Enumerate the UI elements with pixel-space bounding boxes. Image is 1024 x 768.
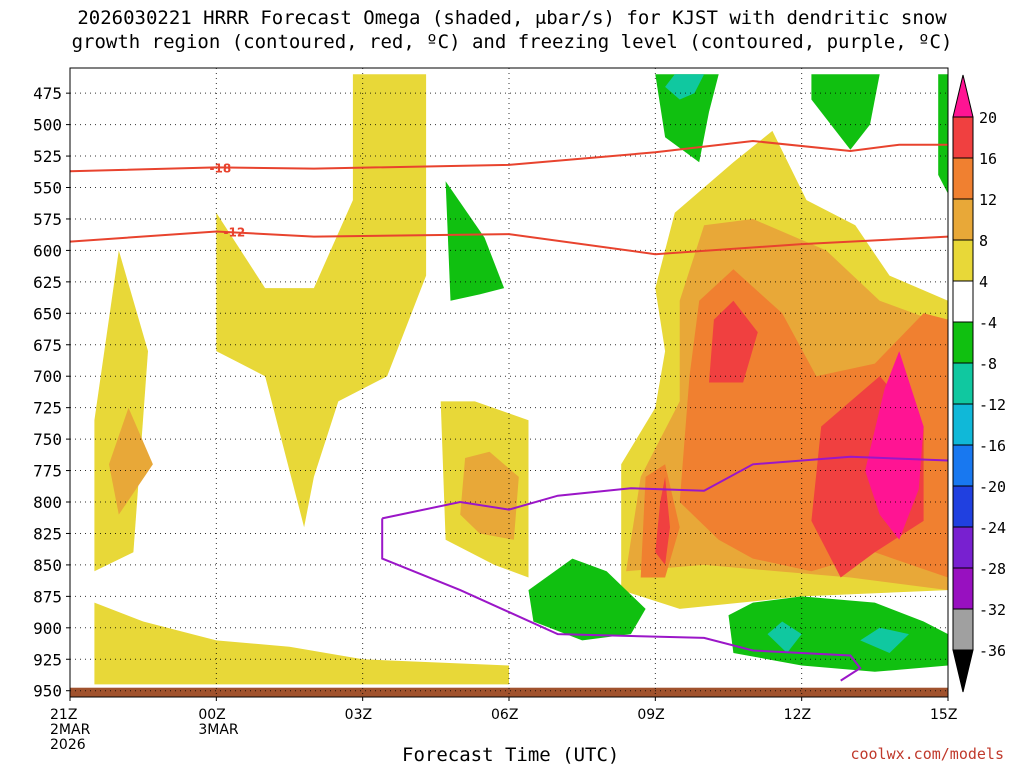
y-tick-label: 850 — [33, 556, 62, 575]
region-ascent-low — [94, 602, 510, 685]
colorbar-label: -24 — [979, 519, 1006, 537]
colorbar-label: 8 — [979, 232, 988, 250]
y-tick-label: 925 — [33, 650, 62, 669]
region-ascent-intense-1 — [709, 300, 758, 383]
y-tick-label: 900 — [33, 619, 62, 638]
contour-label--18: -18 — [209, 161, 231, 175]
colorbar-label: -32 — [979, 601, 1006, 619]
y-tick-label: 625 — [33, 273, 62, 292]
y-tick-label: 825 — [33, 524, 62, 543]
colorbar-swatch — [952, 157, 974, 200]
x-tick-label: 03Z — [345, 707, 372, 723]
title-line-2: growth region (contoured, red, ºC) and f… — [71, 31, 953, 53]
region-descent-moderate — [665, 74, 705, 100]
contour-freezing — [381, 455, 949, 520]
colorbar-bottom-arrow — [952, 649, 974, 693]
y-tick-label: 875 — [33, 587, 62, 606]
colorbar-label: 16 — [979, 150, 997, 168]
contour--18 — [69, 139, 948, 173]
region-descent-4 — [938, 74, 948, 194]
y-tick-label: 500 — [33, 116, 62, 135]
y-tick-label: 950 — [33, 682, 62, 701]
colorbar-swatch — [952, 280, 974, 323]
contour-freezing-lower — [381, 518, 862, 682]
x-tick-sublabel: 2MAR — [50, 722, 91, 738]
credit-text: coolwx.com/models — [850, 745, 1004, 763]
y-tick-label: 550 — [33, 179, 62, 198]
x-tick-label: 06Z — [491, 707, 518, 723]
colorbar-label: -20 — [979, 478, 1006, 496]
y-tick-label: 775 — [33, 462, 62, 481]
colorbar-swatch — [952, 444, 974, 487]
region-ascent-moderate-left — [109, 407, 153, 515]
x-axis-label: Forecast Time (UTC) — [402, 744, 620, 766]
x-tick-year: 2026 — [50, 737, 86, 753]
y-tick-label: 750 — [33, 430, 62, 449]
colorbar-swatch — [952, 362, 974, 405]
colorbar-swatch — [952, 116, 974, 159]
colorbar: 20 16 12 8 4 -4 -8 -12 -16 -20 -24 -28 -32 -36 — [952, 74, 1006, 693]
y-tick-label: 575 — [33, 210, 62, 229]
region-descent-1 — [445, 181, 505, 301]
colorbar-swatch — [952, 403, 974, 446]
y-tick-label: 675 — [33, 336, 62, 355]
x-tick-label: 00Z — [198, 707, 225, 723]
chart-title: 2026030221 HRRR Forecast Omega (shaded, … — [0, 6, 1024, 54]
colorbar-swatch — [952, 198, 974, 241]
region-ascent-moderate-mid — [460, 451, 519, 540]
region-descent-5 — [528, 558, 646, 641]
region-ascent-intense-3 — [655, 476, 670, 565]
x-tick-sublabel: 3MAR — [198, 722, 239, 738]
colorbar-swatch — [952, 321, 974, 364]
region-descent-moderate-2 — [767, 621, 802, 653]
region-ascent-weak-2 — [216, 74, 427, 528]
colorbar-label: -4 — [979, 314, 997, 332]
x-tick-label: 09Z — [637, 707, 664, 723]
y-tick-label: 650 — [33, 304, 62, 323]
colorbar-label: 20 — [979, 109, 997, 127]
contour-label--12: -12 — [223, 226, 245, 240]
y-tick-label: 475 — [33, 84, 62, 103]
y-tick-label: 700 — [33, 367, 62, 386]
region-descent-moderate-3 — [860, 627, 909, 653]
colorbar-swatch — [952, 526, 974, 569]
contour--12 — [69, 230, 949, 256]
colorbar-label: -8 — [979, 355, 997, 373]
colorbar-swatch — [952, 567, 974, 610]
x-tick-label: 12Z — [784, 707, 811, 723]
y-tick-label: 800 — [33, 493, 62, 512]
colorbar-label: 4 — [979, 273, 988, 291]
x-tick-label: 15Z — [930, 707, 957, 723]
y-tick-label: 600 — [33, 241, 62, 260]
region-descent-3 — [811, 74, 880, 150]
colorbar-label: -16 — [979, 437, 1006, 455]
region-ascent-extreme — [865, 351, 924, 540]
colorbar-swatch — [952, 485, 974, 528]
title-line-1: 2026030221 HRRR Forecast Omega (shaded, … — [77, 7, 947, 29]
colorbar-swatch — [952, 608, 974, 651]
colorbar-label: -36 — [979, 642, 1006, 660]
x-tick-label: 21Z — [50, 707, 77, 723]
colorbar-label: -12 — [979, 396, 1006, 414]
axes: 475 500 525 550 575 600 625 650 675 700 725 750 775 8… — [33, 67, 957, 753]
plot-area: -18 -12 — [69, 68, 949, 697]
colorbar-top-arrow — [952, 74, 974, 118]
colorbar-label: 12 — [979, 191, 997, 209]
region-descent-2 — [655, 74, 719, 163]
y-tick-label: 525 — [33, 147, 62, 166]
colorbar-swatch — [952, 239, 974, 282]
colorbar-label: -28 — [979, 560, 1006, 578]
y-tick-label: 725 — [33, 399, 62, 418]
ground-strip — [70, 687, 948, 697]
